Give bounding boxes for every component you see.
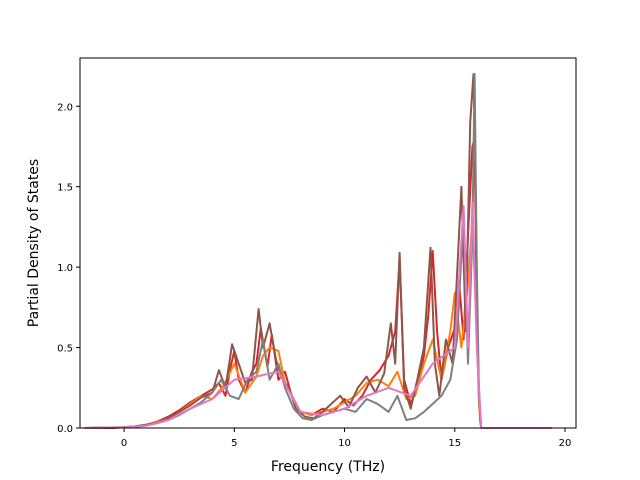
x-tick-label: 10 [338,438,351,449]
y-tick-label: 1.5 [57,183,73,194]
x-tick-label: 5 [231,438,237,449]
x-tick-label: 0 [121,438,127,449]
series-layer [84,73,552,429]
x-axis: 0 5 10 15 20 [121,428,571,449]
y-tick-label: 1.0 [57,263,73,274]
plot-background [80,58,576,428]
y-tick-label: 2.0 [57,102,73,113]
x-axis-label: Frequency (THz) [271,459,385,475]
x-tick-label: 20 [559,438,572,449]
plot-frame [79,57,577,429]
x-tick-label: 15 [448,438,461,449]
y-axis-label: Partial Density of States [26,159,42,327]
y-tick-label: 0.0 [57,424,73,435]
series-line-4 [84,201,552,429]
y-tick-label: 0.5 [57,344,73,355]
y-axis: 0.0 0.5 1.0 1.5 2.0 [57,102,80,435]
